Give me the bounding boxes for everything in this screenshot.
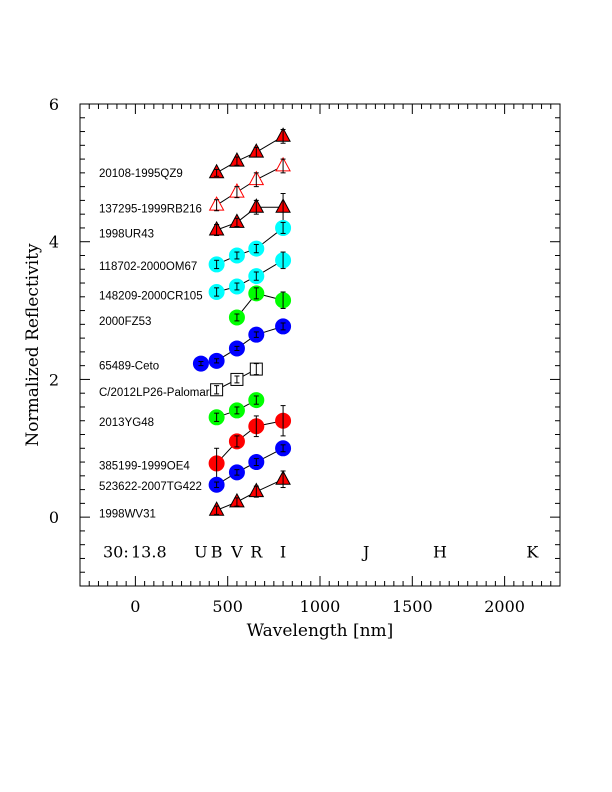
y-tick-label: 2 [49, 370, 59, 389]
series-layer [192, 127, 292, 516]
object-label: 1998UR43 [99, 228, 154, 240]
x-tick-label: 1500 [392, 597, 433, 616]
band-label-I: I [280, 543, 286, 562]
series-118702-2000OM67 [208, 219, 292, 273]
series-line [216, 206, 284, 231]
axis-tick-labels: 0 500 1000 1500 2000 0 2 4 6 [49, 95, 525, 616]
series-1998UR43 [208, 193, 291, 237]
series-65489-Ceto [192, 318, 292, 372]
header-number: 30: [103, 543, 129, 562]
x-axis-label: Wavelength [nm] [247, 621, 394, 641]
object-label: 2013YG48 [99, 417, 154, 429]
series-2000FZ53 [228, 285, 292, 326]
band-label-V: V [230, 543, 243, 562]
object-labels: 20108-1995QZ9 137295-1999RB216 1998UR43 118… [99, 168, 210, 521]
series-20108-1995QZ9 [208, 127, 291, 179]
x-tick-label: 2000 [484, 597, 525, 616]
series-line [216, 420, 284, 464]
object-label: 523622-2007TG422 [99, 481, 202, 493]
series-2013YG48 [208, 392, 265, 426]
object-label: 1998WV31 [99, 509, 156, 521]
band-label-K: K [526, 543, 539, 562]
series-148209-2000CR105 [208, 251, 292, 300]
series-line [216, 165, 284, 206]
band-label-H: H [433, 543, 447, 562]
band-label-R: R [250, 543, 263, 562]
band-label-J: J [361, 543, 369, 562]
series-137295-1999RB216 [208, 156, 291, 212]
x-tick-label: 1000 [300, 597, 341, 616]
series-line [216, 227, 284, 265]
series-line [216, 478, 284, 511]
series-line [216, 259, 284, 293]
header-magnitude: 13.8 [131, 543, 167, 562]
series-385199-1999OE4 [208, 405, 292, 480]
series-line [216, 447, 284, 486]
series-523622-2007TG422 [208, 440, 292, 493]
series-line [216, 135, 284, 174]
object-label: 65489-Ceto [99, 361, 159, 373]
object-label: 137295-1999RB216 [99, 204, 202, 216]
object-label: 385199-1999OE4 [99, 461, 190, 473]
object-label: C/2012LP26-Palomar [99, 387, 210, 399]
band-label-B: B [211, 543, 223, 562]
object-label: 118702-2000OM67 [99, 261, 197, 273]
object-label: 148209-2000CR105 [99, 290, 203, 302]
y-tick-label: 6 [49, 95, 59, 114]
y-tick-label: 0 [49, 508, 59, 527]
y-tick-label: 4 [49, 233, 59, 252]
y-axis-label: Normalized Reflectivity [23, 243, 43, 447]
series-1998WV31 [208, 470, 291, 516]
band-label-U: U [194, 543, 207, 562]
x-tick-label: 0 [130, 597, 140, 616]
object-label: 2000FZ53 [99, 316, 151, 328]
object-label: 20108-1995QZ9 [99, 168, 183, 180]
axis-ticks [80, 103, 560, 587]
x-tick-label: 500 [212, 597, 243, 616]
series-C/2012LP26-Palomar [210, 362, 263, 397]
